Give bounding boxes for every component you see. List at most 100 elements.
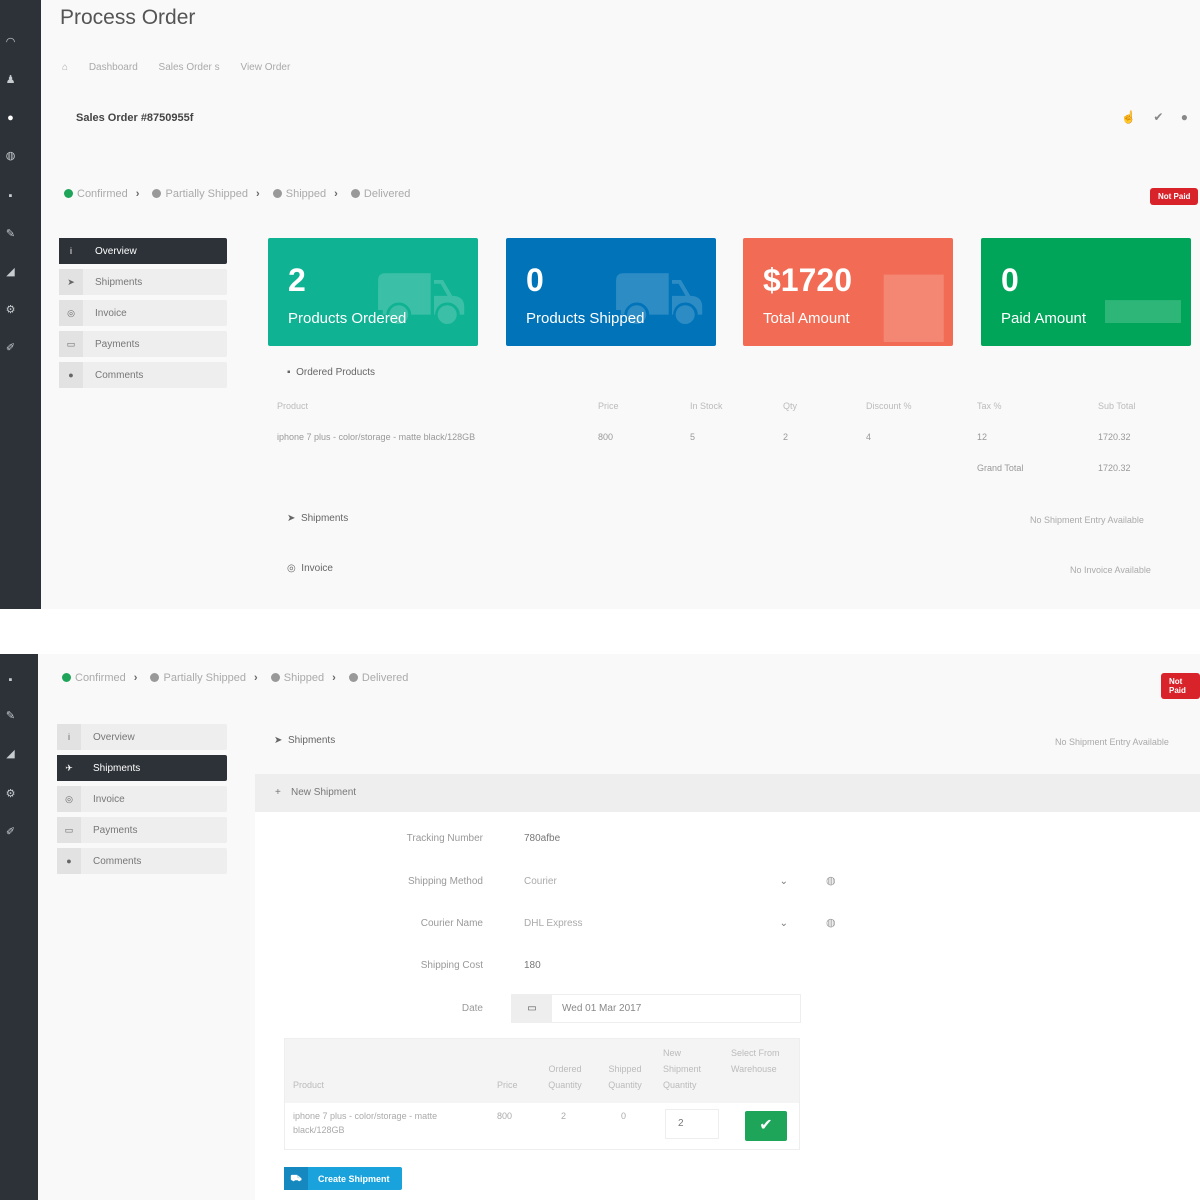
users-icon[interactable]: ♟ [5, 74, 16, 86]
dot-icon [64, 189, 73, 198]
chevron-right-icon: › [334, 188, 338, 200]
card-value: $1720 [763, 262, 852, 298]
database-icon[interactable]: ▪ [8, 674, 13, 686]
chevron-right-icon: › [133, 672, 138, 684]
shipping-method-label: Shipping Method [407, 876, 483, 887]
order-tabs: i Overview ✈ Shipments ◎ Invoice ▭ Payments … [57, 724, 227, 879]
plus-icon: + [275, 787, 281, 798]
shipping-cost-label: Shipping Cost [420, 960, 483, 971]
tab-overview[interactable]: i Overview [57, 724, 227, 750]
breadcrumb-dashboard[interactable]: Dashboard [88, 62, 138, 73]
dot-icon [272, 189, 282, 198]
courier-name-select[interactable]: DHL Express ⌄ [524, 918, 788, 929]
card-label: Paid Amount [1001, 310, 1087, 327]
tab-payments[interactable]: ▭ Payments [59, 331, 227, 357]
col-product: Product [293, 1080, 325, 1090]
cell-tax: 12 [977, 432, 988, 442]
date-value: Wed 01 Mar 2017 [562, 1003, 642, 1014]
select-warehouse-button[interactable]: ✔ [745, 1111, 787, 1141]
cube-icon: ▪ [287, 367, 291, 378]
shipments-empty-message: No Shipment Entry Available [1055, 737, 1169, 747]
card-label: Total Amount [763, 310, 850, 327]
settings-icon[interactable]: ⚙ [5, 788, 16, 800]
globe-icon[interactable]: ◍ [826, 875, 836, 887]
step-delivered: Delivered [348, 672, 408, 684]
breadcrumb-view-order: View Order [240, 62, 291, 73]
dot-icon [150, 673, 160, 682]
tag-icon: ◎ [57, 786, 81, 812]
new-shipment-quantity-input[interactable]: 2 [665, 1109, 719, 1139]
tab-invoice[interactable]: ◎ Invoice [57, 786, 227, 812]
check-icon: ✔ [759, 1117, 773, 1134]
sidebar: ▪ ✎ ◢ ⚙ ✐ [0, 654, 38, 1200]
settings-icon[interactable]: ⚙ [5, 304, 16, 316]
globe-icon[interactable]: ◍ [5, 150, 16, 162]
tab-comments[interactable]: ● Comments [57, 848, 227, 874]
orders-icon[interactable]: ● [7, 112, 14, 124]
step-delivered: Delivered [350, 188, 410, 200]
payment-status-badge: Not Paid [1161, 673, 1200, 699]
pencil-icon[interactable]: ✎ [5, 228, 16, 240]
tag-icon: ◎ [59, 300, 83, 326]
cell-price: 800 [497, 1111, 513, 1121]
cell-price: 800 [598, 432, 614, 442]
date-input[interactable]: ▭ Wed 01 Mar 2017 [511, 994, 801, 1023]
globe-icon[interactable]: ◍ [826, 917, 836, 929]
invoice-empty-message: No Invoice Available [1070, 565, 1151, 575]
cell-product: iphone 7 plus - color/storage - matte bl… [293, 1111, 438, 1135]
card-value: 0 [526, 262, 544, 298]
shipments-empty-message: No Shipment Entry Available [1030, 515, 1144, 525]
order-status-steps: Confirmed › Partially Shipped › Shipped › D… [64, 188, 418, 200]
tab-invoice[interactable]: ◎ Invoice [59, 300, 227, 326]
tab-comments[interactable]: ● Comments [59, 362, 227, 388]
step-confirmed: Confirmed [62, 672, 126, 684]
chart-icon[interactable]: ◢ [6, 266, 15, 278]
col-qty: Qty [783, 401, 798, 411]
cell-discount: 4 [866, 432, 872, 442]
dashboard-icon[interactable]: ◠ [5, 36, 16, 48]
check-icon[interactable]: ✔ [1153, 110, 1164, 124]
plane-icon: ➤ [59, 269, 83, 295]
circle-icon[interactable]: ● [1180, 110, 1188, 124]
chevron-right-icon: › [332, 672, 336, 684]
shipping-cost-input[interactable]: 180 [524, 960, 541, 971]
tracking-number-input[interactable]: 780afbe [524, 833, 561, 844]
cell-shipped-quantity: 0 [621, 1111, 627, 1121]
shipments-section-title: ➤ Shipments [274, 735, 336, 746]
info-icon: i [57, 724, 81, 750]
wrench-icon[interactable]: ✐ [5, 826, 16, 838]
dot-icon [270, 673, 280, 682]
new-shipment-header[interactable]: + New Shipment [255, 774, 1200, 812]
credit-card-icon: ▭ [59, 331, 83, 357]
wrench-icon[interactable]: ✐ [5, 342, 16, 354]
tab-payments[interactable]: ▭ Payments [57, 817, 227, 843]
pencil-icon[interactable]: ✎ [5, 710, 16, 722]
col-product: Product [277, 401, 309, 411]
chevron-down-icon: ⌄ [779, 918, 788, 929]
step-shipped: Shipped [270, 672, 324, 684]
tab-overview[interactable]: i Overview [59, 238, 227, 264]
home-icon[interactable]: ⌂ [62, 62, 69, 73]
tab-shipments[interactable]: ✈ Shipments [57, 755, 227, 781]
chart-icon[interactable]: ◢ [6, 748, 15, 760]
payment-status-badge: Not Paid [1150, 188, 1199, 205]
tab-shipments[interactable]: ➤ Shipments [59, 269, 227, 295]
create-shipment-button[interactable]: ⛟ Create Shipment [284, 1167, 402, 1190]
order-tabs: i Overview ➤ Shipments ◎ Invoice ▭ Payments … [59, 238, 227, 393]
card-products-ordered: ⛟ 2 Products Ordered [268, 238, 478, 346]
cart-icon: ⛟ [372, 255, 468, 340]
table-header-row [285, 1039, 799, 1103]
breadcrumb-sales-orders[interactable]: Sales Order s [158, 62, 220, 73]
col-select-warehouse: Select From Warehouse [731, 1048, 780, 1074]
process-order-panel-top: ◠ ♟ ● ◍ ▪ ✎ ◢ ⚙ ✐ Process Order ⌂ Dashbo… [0, 0, 1200, 609]
col-new-shipment-quantity: New Shipment Quantity [663, 1048, 702, 1090]
shipping-method-select[interactable]: Courier ⌄ [524, 876, 788, 887]
database-icon[interactable]: ▪ [8, 190, 13, 202]
create-shipment-label: Create Shipment [318, 1174, 390, 1184]
info-icon: i [59, 238, 83, 264]
suitcase-icon: ▆ [884, 255, 943, 340]
step-confirmed: Confirmed [64, 188, 128, 200]
tag-icon: ◎ [287, 563, 296, 574]
col-price: Price [497, 1080, 518, 1090]
thumbs-up-icon[interactable]: ☝ [1121, 110, 1136, 124]
